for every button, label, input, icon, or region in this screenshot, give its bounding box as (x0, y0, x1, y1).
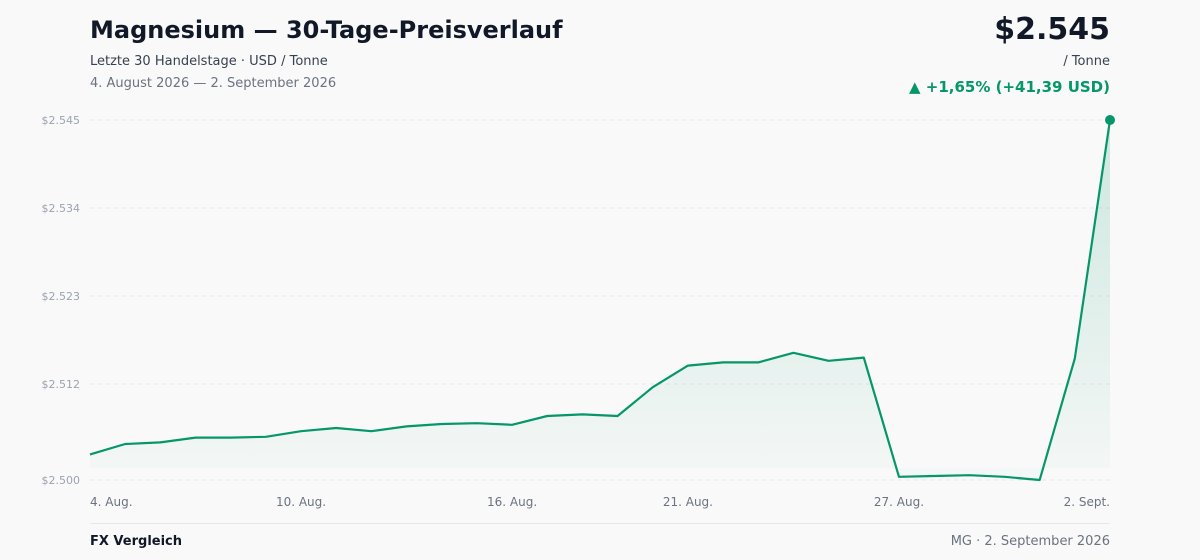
y-tick-label: $2.523 (42, 290, 81, 303)
date-range: 4. August 2026 — 2. September 2026 (90, 76, 337, 91)
x-tick-label: 27. Aug. (874, 495, 924, 509)
x-tick-label: 2. Sept. (1064, 495, 1110, 509)
y-tick-label: $2.545 (42, 114, 81, 127)
current-price: $2.545 (994, 12, 1110, 47)
footer-divider (90, 523, 1110, 524)
brand-label: FX Vergleich (90, 534, 183, 549)
grid-lines (90, 119, 1110, 481)
chart-subtitle: Letzte 30 Handelstage · USD / Tonne (90, 54, 328, 69)
last-price-dot[interactable] (1105, 115, 1115, 125)
y-axis-labels: $2.545 $2.534 $2.523 $2.512 $2.500 (42, 114, 81, 487)
up-arrow-icon: ▲ (909, 78, 921, 96)
x-axis-labels: 4. Aug. 10. Aug. 16. Aug. 21. Aug. 27. Aug. 2… (90, 495, 1110, 509)
price-unit: / Tonne (1063, 54, 1110, 69)
y-tick-label: $2.500 (42, 474, 81, 487)
x-tick-label: 4. Aug. (90, 495, 133, 509)
y-tick-label: $2.512 (42, 378, 81, 391)
footer-meta: MG · 2. September 2026 (950, 534, 1110, 549)
price-area (90, 120, 1110, 480)
price-change-value: +1,65% (+41,39 USD) (925, 78, 1110, 96)
price-change: ▲ +1,65% (+41,39 USD) (909, 78, 1110, 96)
x-tick-label: 16. Aug. (487, 495, 537, 509)
x-tick-label: 10. Aug. (276, 495, 326, 509)
y-tick-label: $2.534 (42, 202, 81, 215)
price-line (89, 119, 1112, 482)
page-title: Magnesium — 30-Tage-Preisverlauf (90, 16, 563, 44)
x-tick-label: 21. Aug. (663, 495, 713, 509)
